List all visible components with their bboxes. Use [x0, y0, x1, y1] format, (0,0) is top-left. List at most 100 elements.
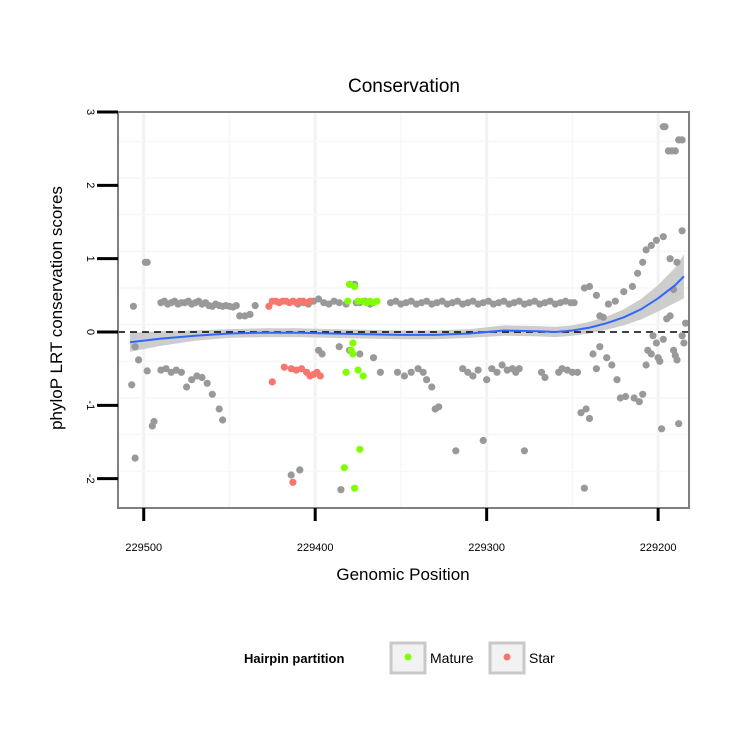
point-other: [608, 361, 616, 369]
chart-title: Conservation: [348, 76, 460, 97]
point-other: [589, 350, 597, 358]
smooth-fit-line: [129, 275, 685, 344]
point-other: [570, 299, 578, 307]
point-other: [680, 339, 688, 347]
point-mature: [349, 339, 357, 347]
point-other: [628, 282, 637, 291]
point-other: [678, 136, 686, 144]
point-other: [208, 390, 216, 398]
point-other: [656, 357, 664, 365]
y-tick-label: -1: [84, 400, 96, 410]
y-axis-title: phyloP LRT conservation scores: [47, 186, 66, 430]
point-other: [611, 297, 619, 305]
point-other: [183, 383, 191, 391]
point-other: [407, 368, 415, 376]
point-mature: [354, 297, 362, 305]
point-other: [162, 365, 170, 373]
point-other: [393, 368, 402, 376]
point-other: [639, 258, 647, 266]
point-other: [661, 123, 669, 131]
point-mature: [359, 372, 367, 380]
point-mature: [344, 297, 352, 305]
point-other: [635, 398, 643, 406]
point-other: [423, 376, 431, 384]
point-other: [452, 447, 460, 455]
point-other: [315, 295, 323, 303]
point-other: [232, 302, 240, 310]
point-other: [537, 368, 546, 376]
point-star: [289, 478, 297, 486]
legend-title: Hairpin partition: [244, 651, 344, 666]
point-other: [682, 319, 690, 327]
point-other: [585, 282, 594, 291]
y-tick-label: 3: [84, 109, 96, 115]
y-tick-label: 2: [84, 182, 96, 188]
point-other: [580, 484, 589, 492]
point-other: [296, 466, 304, 474]
x-tick-label: 229200: [640, 542, 677, 554]
x-tick-label: 229400: [297, 542, 334, 554]
point-other: [356, 350, 364, 358]
point-other: [414, 365, 422, 373]
point-other: [642, 246, 650, 254]
point-other: [150, 417, 158, 426]
point-mature: [356, 445, 364, 453]
point-other: [428, 383, 436, 391]
point-other: [419, 368, 427, 376]
point-other: [188, 376, 196, 384]
point-other: [642, 361, 650, 369]
point-other: [135, 356, 143, 364]
point-other: [675, 420, 683, 428]
point-star: [306, 297, 314, 305]
point-other: [647, 241, 655, 250]
point-other: [251, 302, 259, 310]
point-other: [568, 368, 577, 376]
point-other: [613, 376, 621, 384]
point-other: [129, 302, 137, 310]
point-star: [280, 363, 288, 371]
smooth-line: [129, 275, 685, 344]
point-other: [337, 486, 345, 494]
point-other: [604, 300, 613, 308]
point-other: [673, 258, 681, 266]
point-other: [659, 233, 667, 241]
point-other: [585, 414, 594, 423]
point-star: [297, 365, 306, 373]
point-other: [652, 339, 661, 347]
point-other: [376, 368, 384, 376]
point-mature: [340, 464, 348, 472]
point-star: [316, 372, 324, 380]
point-mature: [373, 297, 381, 305]
point-star: [268, 378, 276, 386]
y-tick-label: 1: [84, 256, 96, 262]
x-tick-label: 229500: [125, 542, 162, 554]
point-other: [335, 299, 343, 307]
point-other: [177, 368, 185, 376]
point-other: [620, 288, 628, 296]
point-other: [131, 343, 139, 351]
point-other: [483, 376, 491, 384]
point-other: [198, 373, 206, 382]
point-mature: [342, 368, 350, 376]
plot-panel-border: [117, 111, 690, 509]
point-other: [128, 381, 136, 389]
point-other: [435, 403, 443, 411]
point-other: [666, 255, 674, 263]
point-other: [515, 365, 523, 373]
point-other: [592, 291, 601, 299]
point-other: [573, 368, 582, 376]
point-other: [498, 361, 506, 369]
point-other: [469, 372, 477, 380]
point-other: [236, 312, 244, 320]
point-mature: [351, 484, 359, 492]
smooth-confidence-band: [130, 254, 684, 352]
point-other: [131, 454, 139, 462]
point-other: [318, 350, 326, 358]
point-other: [541, 373, 549, 382]
x-axis: 229500 229400 229300 229200: [125, 508, 676, 554]
y-tick-label: 0: [84, 329, 96, 335]
point-other: [520, 447, 529, 455]
point-other: [143, 367, 151, 375]
point-other: [678, 332, 686, 340]
